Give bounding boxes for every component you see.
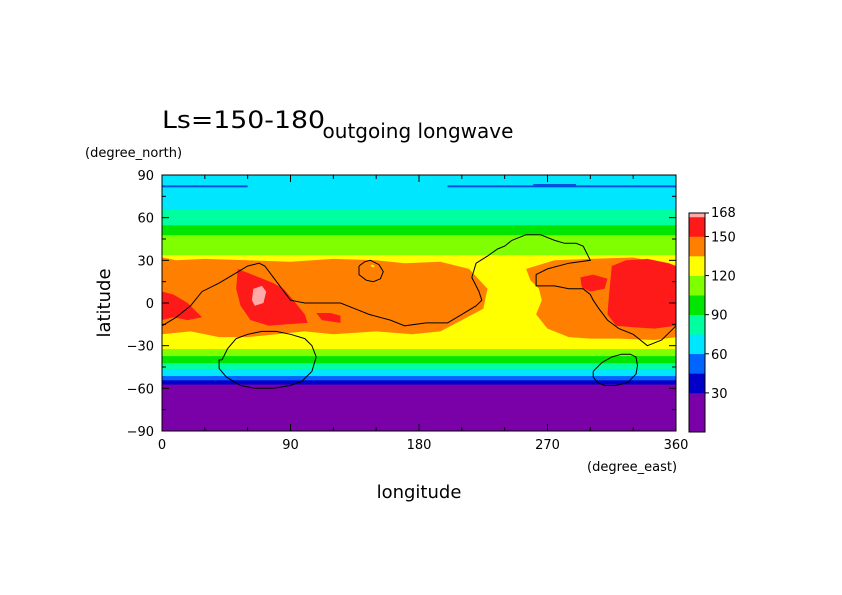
topography-contours [162, 234, 676, 389]
band-10 [162, 209, 676, 226]
colorbar-swatch [689, 295, 705, 315]
x-tick-label: 90 [282, 438, 299, 453]
band-5 [162, 355, 676, 364]
colorbar-tick-label: 150 [711, 230, 736, 245]
x-tick-label: 270 [535, 438, 560, 453]
x-axis: 0 90 180 270 360 [158, 175, 689, 453]
chart-title-left: Ls=150-180 [162, 106, 325, 134]
x-tick-label: 180 [407, 438, 432, 453]
colorbar: 168 150 120 90 60 30 [688, 206, 736, 433]
band-2 [162, 375, 676, 381]
region-7 [251, 285, 267, 306]
colorbar-frame [688, 212, 706, 433]
region-5 [607, 258, 676, 329]
colorbar-tick-label: 60 [711, 348, 728, 363]
contour-line-2 [218, 330, 317, 389]
plot-area [162, 175, 676, 431]
y-tick-label: 60 [137, 212, 154, 227]
region-8 [370, 264, 375, 268]
y-tick-label: −30 [127, 340, 154, 355]
x-axis-label: longitude [377, 482, 462, 503]
band-6 [162, 348, 676, 357]
contour-line-0 [162, 234, 676, 347]
y-tick-label: 30 [137, 254, 154, 269]
y-tick-label: −90 [127, 425, 154, 440]
colorbar-swatch [689, 392, 705, 413]
colorbar-swatch [689, 353, 705, 374]
region-6 [580, 274, 608, 292]
colorbar-swatch [689, 256, 705, 276]
colorbar-swatch [689, 275, 705, 296]
x-tick-label: 0 [158, 438, 166, 453]
colorbar-swatch [689, 236, 705, 257]
band-4 [162, 362, 676, 369]
region-2 [236, 268, 308, 326]
band-11 [162, 186, 676, 210]
region-3 [162, 291, 202, 321]
x-tick-label: 360 [664, 438, 689, 453]
band-9 [162, 224, 676, 236]
y-tick-label: 90 [137, 169, 154, 184]
band-3 [162, 368, 676, 377]
chart-title: outgoing longwave [323, 119, 514, 143]
region-0 [162, 257, 488, 338]
y-tick-label: −60 [127, 382, 154, 397]
value-regions [162, 257, 676, 340]
y-axis-label: latitude [94, 268, 115, 337]
region-4 [316, 313, 341, 323]
colorbar-swatch [689, 314, 705, 335]
dark-lines [162, 183, 676, 188]
colorbar-swatch [689, 412, 705, 433]
colorbar-tick-label: 30 [711, 387, 728, 402]
colorbar-swatch [689, 213, 705, 218]
y-tick-label: 0 [146, 297, 154, 312]
band-0 [162, 384, 676, 431]
band-8 [162, 234, 676, 256]
colorbar-swatch [689, 216, 705, 237]
band-1 [162, 379, 676, 385]
contour-line-1 [358, 259, 384, 283]
y-axis-units: (degree_north) [85, 146, 182, 161]
contour-line-3 [592, 353, 639, 386]
colorbar-swatch [689, 334, 705, 355]
x-axis-units: (degree_east) [587, 460, 677, 475]
colorbar-tick-label: 90 [711, 309, 728, 324]
colorbar-tick-label: 120 [711, 270, 736, 285]
y-axis: 90 60 30 0 −30 −60 −90 [127, 169, 676, 440]
colorbar-swatch [689, 373, 705, 394]
colorbar-tick-label: 168 [711, 206, 736, 221]
